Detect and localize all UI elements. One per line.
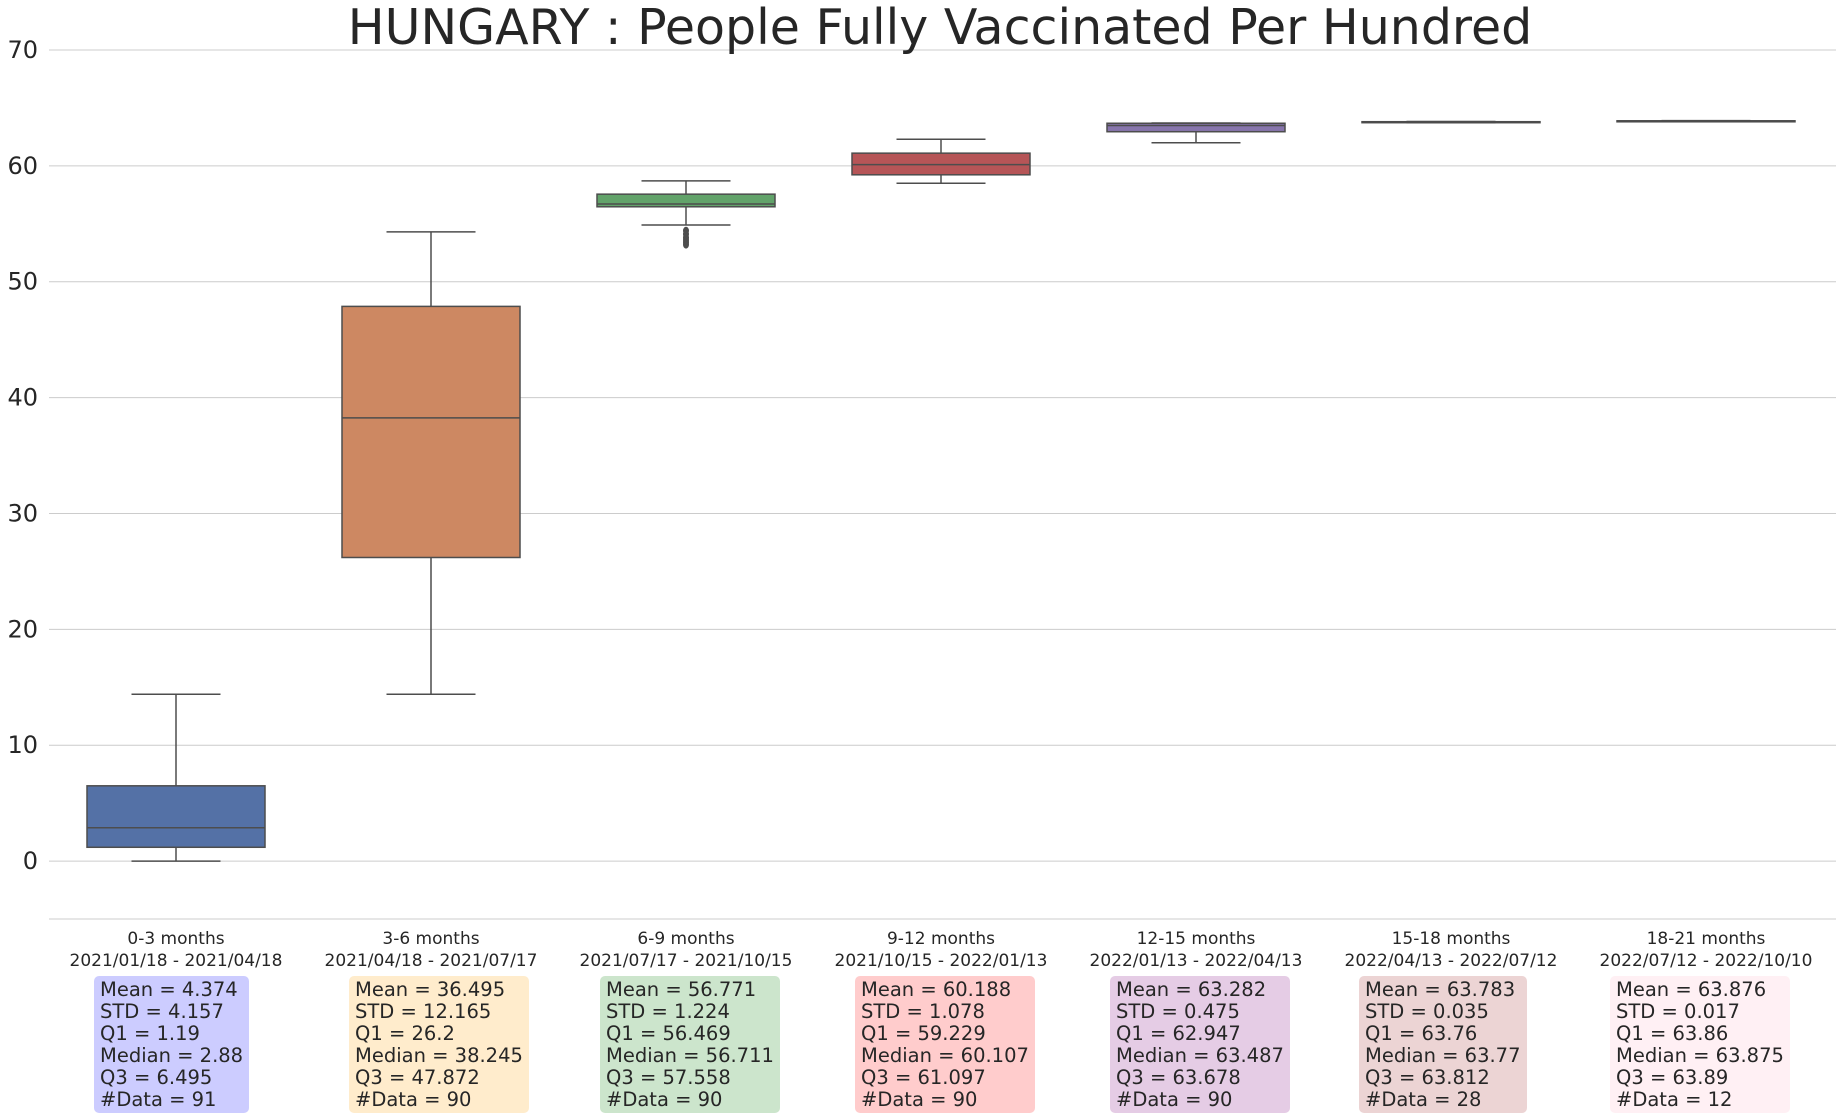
stats-line: STD = 0.035 [1365,1000,1489,1023]
stats-box: Mean = 36.495 STD = 12.165 Q1 = 26.2 Median… [349,976,529,1113]
stats-line: Q3 = 57.558 [606,1066,731,1089]
box-group [86,693,266,862]
stats-box: Mean = 63.282 STD = 0.475 Q1 = 62.947 Media… [1110,976,1290,1113]
stats-line: STD = 4.157 [100,1000,224,1023]
category-label: 9-12 months [887,929,995,949]
box-group [1616,119,1796,123]
box-iqr [86,785,266,849]
stats-line: Median = 63.77 [1365,1044,1521,1067]
stats-line: #Data = 91 [100,1088,217,1111]
stats-line: #Data = 90 [861,1088,978,1111]
stats-line: STD = 0.017 [1616,1000,1740,1023]
box-group [1361,120,1541,124]
stats-box: Mean = 63.783 STD = 0.035 Q1 = 63.76 Median… [1359,976,1527,1113]
stats-line: Mean = 60.188 [861,978,1012,1001]
stats-line: STD = 0.475 [1116,1000,1240,1023]
stats-line: #Data = 12 [1616,1088,1733,1111]
category-range-label: 2021/10/15 - 2022/01/13 [835,951,1048,971]
stats-box: Mean = 4.374 STD = 4.157 Q1 = 1.19 Median =… [94,976,250,1113]
y-tick-label: 50 [7,268,38,296]
stats-line: Mean = 63.282 [1116,978,1267,1001]
stats-line: STD = 1.224 [606,1000,730,1023]
y-tick-label: 10 [7,731,38,759]
category-range-label: 2022/01/13 - 2022/04/13 [1090,951,1303,971]
box-iqr [1106,122,1286,133]
stats-line: Q1 = 59.229 [861,1022,986,1045]
box-group [1106,122,1286,144]
stats-line: Mean = 63.783 [1365,978,1516,1001]
stats-box: Mean = 63.876 STD = 0.017 Q1 = 63.86 Median… [1610,976,1790,1113]
stats-line: #Data = 90 [1116,1088,1233,1111]
stats-line: Q1 = 56.469 [606,1022,731,1045]
stats-line: Median = 56.711 [606,1044,774,1067]
stats-box: Mean = 60.188 STD = 1.078 Q1 = 59.229 Media… [855,976,1035,1113]
stats-line: Q3 = 61.097 [861,1066,986,1089]
box-layer [86,119,1796,862]
stats-line: Median = 38.245 [355,1044,523,1067]
outlier-point [683,240,689,249]
stats-line: #Data = 90 [355,1088,472,1111]
y-tick-label: 30 [7,499,38,527]
box-iqr [341,305,521,559]
box-group [851,138,1031,184]
stats-line: #Data = 90 [606,1088,723,1111]
stats-line: STD = 1.078 [861,1000,985,1023]
category-label: 6-9 months [637,929,734,949]
stats-line: Q3 = 6.495 [100,1066,213,1089]
stats-line: Q1 = 1.19 [100,1022,200,1045]
stats-line: STD = 12.165 [355,1000,492,1023]
category-range-label: 2021/01/18 - 2021/04/18 [70,951,283,971]
stats-line: Mean = 4.374 [100,978,238,1001]
stats-line: Median = 60.107 [861,1044,1029,1067]
stats-line: Q3 = 63.812 [1365,1066,1490,1089]
category-label: 15-18 months [1392,929,1511,949]
box-iqr [596,193,776,208]
box-group [596,180,776,249]
stats-line: Q1 = 63.86 [1616,1022,1729,1045]
stats-line: Q1 = 63.76 [1365,1022,1478,1045]
y-tick-label: 70 [7,36,38,64]
stats-line: Mean = 56.771 [606,978,757,1001]
stats-line: Median = 2.88 [100,1044,244,1067]
category-range-label: 2022/07/12 - 2022/10/10 [1600,951,1813,971]
stats-line: Q1 = 26.2 [355,1022,455,1045]
stats-line: Median = 63.487 [1116,1044,1284,1067]
category-range-label: 2021/04/18 - 2021/07/17 [325,951,538,971]
y-axis: 0 10 20 30 40 50 60 70 [7,36,38,875]
stats-line: Q3 = 47.872 [355,1066,480,1089]
stats-line: #Data = 28 [1365,1088,1482,1111]
category-range-label: 2022/04/13 - 2022/07/12 [1345,951,1558,971]
category-range-label: 2021/07/17 - 2021/10/15 [580,951,793,971]
y-tick-label: 0 [23,847,38,875]
stats-line: Median = 63.875 [1616,1044,1784,1067]
category-label: 3-6 months [382,929,479,949]
grid-layer [49,49,1836,920]
y-tick-label: 40 [7,384,38,412]
stats-line: Q1 = 62.947 [1116,1022,1241,1045]
stats-line: Mean = 36.495 [355,978,506,1001]
stats-box: Mean = 56.771 STD = 1.224 Q1 = 56.469 Media… [600,976,780,1113]
stats-line: Q3 = 63.89 [1616,1066,1729,1089]
y-tick-label: 60 [7,152,38,180]
category-label: 12-15 months [1137,929,1256,949]
stats-line: Q3 = 63.678 [1116,1066,1241,1089]
category-label: 18-21 months [1647,929,1766,949]
stats-line: Mean = 63.876 [1616,978,1767,1001]
box-group [341,231,521,695]
category-label: 0-3 months [127,929,224,949]
chart-title: HUNGARY : People Fully Vaccinated Per Hu… [348,0,1533,56]
y-tick-label: 20 [7,615,38,643]
